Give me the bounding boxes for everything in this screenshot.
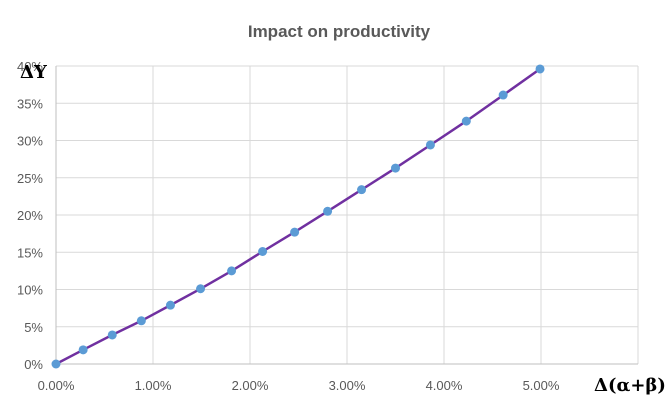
y-tick-label: 35% <box>17 96 43 111</box>
data-point <box>51 359 61 369</box>
y-tick-label: 10% <box>17 283 43 298</box>
y-tick-label: 25% <box>17 171 43 186</box>
y-tick-label: 0% <box>24 357 43 372</box>
x-tick-label: 2.00% <box>232 378 269 393</box>
y-axis-label: ΔY <box>20 62 48 83</box>
x-tick-label: 1.00% <box>135 378 172 393</box>
x-tick-label: 3.00% <box>329 378 366 393</box>
x-axis-label: Δ(α+β) <box>594 375 666 396</box>
y-tick-label: 5% <box>24 320 43 335</box>
data-point <box>107 330 117 340</box>
data-point <box>165 300 175 310</box>
grid <box>56 65 639 364</box>
data-point <box>498 90 508 100</box>
data-point <box>258 247 268 257</box>
tick-labels: 0% 5% 10% 15% 20% 25% 30% 35% 40% 0.00% 1.00% 2.00%… <box>17 59 560 393</box>
data-point <box>323 206 333 216</box>
chart-title: Impact on productivity <box>248 22 431 41</box>
y-tick-label: 30% <box>17 134 43 149</box>
data-point <box>136 316 146 326</box>
x-tick-label: 5.00% <box>523 378 560 393</box>
data-series <box>51 64 545 369</box>
data-point <box>78 345 88 355</box>
y-tick-label: 40% <box>17 59 43 74</box>
data-point <box>391 163 400 173</box>
y-tick-label: 20% <box>17 208 43 223</box>
data-point <box>425 140 435 150</box>
series-line <box>55 67 541 366</box>
data-point <box>535 64 545 74</box>
data-point <box>290 227 300 237</box>
data-point <box>227 266 237 276</box>
x-tick-label: 0.00% <box>38 378 75 393</box>
x-tick-label: 4.00% <box>426 378 463 393</box>
data-point <box>461 116 471 126</box>
axes <box>55 66 638 365</box>
data-point <box>196 284 206 294</box>
y-tick-label: 15% <box>17 245 43 260</box>
data-point <box>357 185 367 195</box>
